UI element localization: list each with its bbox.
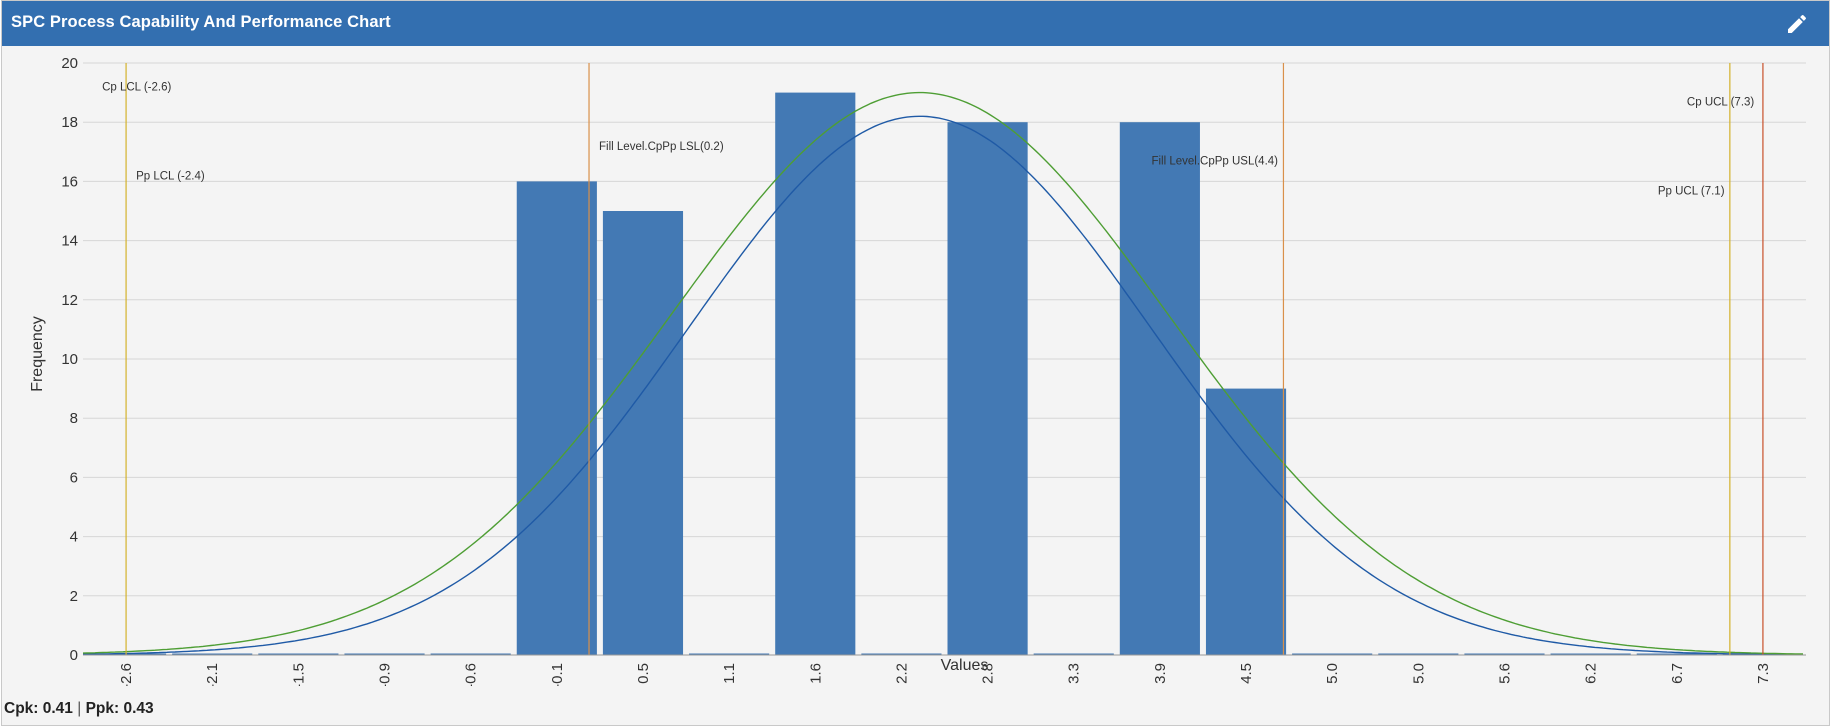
x-tick-label: 3.3 [1066, 663, 1083, 684]
y-tick-label: 20 [61, 55, 78, 72]
capability-summary: Cpk: 0.41 | Ppk: 0.43 [4, 700, 154, 718]
cp-ucl-label: Cp UCL (7.3) [1687, 96, 1754, 108]
histogram-bar [344, 653, 425, 655]
histogram-bar [516, 181, 597, 655]
x-tick-label: 2.2 [893, 663, 910, 684]
y-tick-label: 18 [61, 114, 78, 131]
panel-header: SPC Process Capability And Performance C… [2, 1, 1829, 46]
histogram-bar [1464, 653, 1545, 655]
histogram-bar [689, 653, 770, 655]
cp-lcl-label: Cp LCL (-2.6) [102, 82, 171, 94]
x-tick-label: 6.7 [1669, 663, 1686, 684]
y-tick-label: 0 [70, 647, 78, 664]
panel-title: SPC Process Capability And Performance C… [11, 13, 391, 31]
histogram-bar [1550, 653, 1631, 655]
histogram-bar [258, 653, 339, 655]
histogram-bar [1205, 388, 1287, 655]
x-tick-label: -2.6 [118, 663, 135, 686]
stats-separator: | [77, 700, 82, 717]
histogram-bar [947, 122, 1028, 655]
pp-ucl-label: Pp UCL (7.1) [1658, 185, 1725, 197]
histogram-bar [775, 92, 856, 656]
x-tick-label: 3.9 [1152, 663, 1169, 684]
pp-lcl-label: Pp LCL (-2.4) [136, 170, 205, 182]
histogram-bar [1378, 653, 1459, 655]
histogram-bar [1033, 653, 1114, 655]
x-tick-label: -0.6 [463, 663, 480, 686]
x-axis-title: Values [941, 657, 989, 674]
x-tick-label: 1.1 [721, 663, 738, 684]
histogram-bar [861, 653, 942, 655]
histogram-bar [1119, 122, 1200, 655]
x-tick-label: -2.1 [204, 663, 221, 686]
x-tick-label: -1.5 [290, 663, 307, 686]
cpk-value: Cpk: 0.41 [4, 700, 73, 717]
y-tick-label: 14 [61, 233, 78, 250]
x-tick-label: 6.2 [1583, 663, 1600, 684]
x-tick-label: 0.5 [635, 663, 652, 684]
x-tick-label: 2.8 [980, 663, 997, 684]
usl-label: Fill Level.CpPp USL(4.4) [1151, 156, 1278, 168]
x-tick-label: 5.0 [1410, 663, 1427, 684]
x-tick-label: 5.6 [1496, 663, 1513, 684]
chart-svg: 0 2 4 6 8 10 12 14 16 18 20 -2.6 -2.1 -1.5 -0.9 -0.6 -0.… [29, 55, 1806, 689]
x-tick-label: 1.6 [807, 663, 824, 684]
lsl-label: Fill Level.CpPp LSL(0.2) [599, 141, 724, 153]
pencil-icon[interactable] [1785, 12, 1809, 36]
y-axis-title: Frequency [29, 316, 46, 392]
x-tick-label: 5.0 [1324, 663, 1341, 684]
spc-chart: 0 2 4 6 8 10 12 14 16 18 20 -2.6 -2.1 -1.5 -0.9 -0.6 -0.… [2, 46, 1829, 689]
histogram-bar [1292, 653, 1373, 655]
x-tick-label: -0.9 [377, 663, 394, 686]
x-tick-label: -0.1 [549, 663, 566, 686]
y-tick-label: 16 [61, 173, 78, 190]
histogram-bar [602, 211, 684, 655]
y-tick-label: 10 [61, 351, 78, 368]
y-tick-label: 4 [70, 529, 78, 546]
cp-normal-curve [83, 115, 1803, 656]
y-tick-label: 12 [61, 292, 78, 309]
pp-normal-curve [82, 91, 1803, 655]
y-tick-label: 8 [70, 410, 78, 427]
ppk-value: Ppk: 0.43 [85, 700, 154, 717]
y-tick-label: 2 [70, 588, 78, 605]
x-tick-label: 4.5 [1238, 663, 1255, 684]
x-tick-label: 7.3 [1755, 663, 1772, 684]
histogram-bar [172, 653, 253, 655]
y-tick-label: 6 [70, 469, 78, 486]
histogram-bar [1636, 653, 1717, 655]
histogram-bar [430, 653, 511, 655]
